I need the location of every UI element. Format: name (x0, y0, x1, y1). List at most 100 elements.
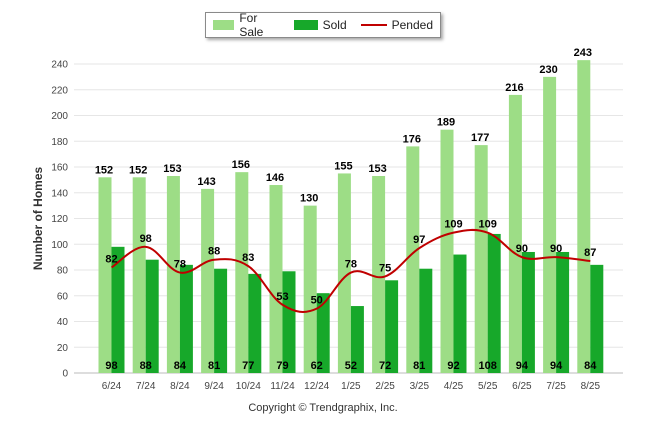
label-for-sale: 146 (266, 172, 284, 184)
x-tick-label: 4/25 (444, 381, 464, 392)
legend-item-pended[interactable]: Pended (360, 18, 433, 32)
pended-line (110, 228, 591, 313)
x-tick-label: 7/25 (546, 381, 566, 392)
label-sold: 72 (379, 360, 391, 372)
label-pended: 50 (311, 295, 323, 307)
legend-label-for-sale: For Sale (239, 11, 264, 39)
label-pended: 88 (208, 246, 220, 258)
bar-sold (111, 246, 125, 373)
bar-sold (487, 233, 501, 373)
bar-sold (453, 254, 467, 373)
label-for-sale: 152 (95, 164, 113, 176)
bar-for-sale (269, 185, 283, 373)
label-for-sale: 176 (403, 133, 421, 145)
label-sold: 94 (550, 360, 563, 372)
x-tick-label: 3/25 (410, 381, 430, 392)
x-tick-label: 9/24 (204, 381, 224, 392)
bar-sold (282, 271, 296, 373)
bar-for-sale (235, 172, 249, 373)
bar-sold (385, 280, 399, 373)
label-sold: 79 (276, 360, 288, 372)
bar-for-sale (98, 177, 112, 373)
label-sold: 81 (208, 360, 220, 372)
label-for-sale: 155 (334, 160, 352, 172)
legend-item-sold[interactable]: Sold (293, 18, 347, 32)
y-tick-label: 120 (51, 214, 68, 225)
x-tick-label: 6/24 (102, 381, 122, 392)
bar-for-sale (508, 94, 522, 374)
label-pended: 109 (479, 219, 497, 231)
y-tick-label: 180 (51, 137, 68, 148)
label-sold: 84 (584, 360, 597, 372)
bar-sold (419, 268, 433, 373)
label-pended: 87 (584, 247, 596, 259)
bar-for-sale (303, 205, 317, 373)
y-tick-label: 40 (57, 317, 69, 328)
label-sold: 88 (140, 360, 152, 372)
bar-for-sale (440, 129, 454, 373)
label-pended: 78 (174, 259, 186, 271)
label-sold: 77 (242, 360, 254, 372)
label-pended: 97 (413, 234, 425, 246)
legend-swatch-sold (293, 20, 318, 30)
bar-for-sale (474, 145, 488, 373)
label-for-sale: 189 (437, 117, 455, 129)
label-for-sale: 230 (539, 64, 557, 76)
bar-for-sale (132, 177, 146, 373)
label-for-sale: 177 (471, 132, 489, 144)
x-tick-label: 8/25 (581, 381, 601, 392)
x-tick-label: 12/24 (304, 381, 329, 392)
label-pended: 82 (105, 253, 117, 265)
y-tick-label: 240 (51, 60, 68, 71)
x-tick-label: 11/24 (270, 381, 295, 392)
label-pended: 90 (516, 243, 528, 255)
y-tick-label: 220 (51, 85, 68, 96)
x-tick-label: 10/24 (236, 381, 261, 392)
label-pended: 98 (140, 233, 152, 245)
bar-for-sale (543, 76, 557, 373)
y-tick-label: 20 (57, 343, 69, 354)
legend-swatch-for-sale (213, 20, 235, 30)
label-sold: 62 (311, 360, 323, 372)
bar-sold (145, 259, 159, 373)
label-for-sale: 156 (232, 159, 250, 171)
bar-sold (248, 273, 262, 373)
y-tick-label: 200 (51, 111, 68, 122)
label-sold: 52 (345, 360, 357, 372)
label-pended: 53 (276, 291, 288, 303)
label-for-sale: 153 (163, 163, 181, 175)
bar-for-sale (372, 176, 386, 373)
bar-sold (316, 293, 330, 373)
x-tick-label: 6/25 (512, 381, 532, 392)
label-sold: 98 (105, 360, 117, 372)
legend-item-for-sale[interactable]: For Sale (213, 11, 280, 39)
label-sold: 84 (174, 360, 187, 372)
y-axis-title: Number of Homes (31, 167, 45, 271)
label-for-sale: 143 (197, 176, 215, 188)
label-pended: 109 (444, 219, 462, 231)
x-tick-label: 7/24 (136, 381, 156, 392)
label-sold: 94 (516, 360, 529, 372)
y-tick-label: 140 (51, 188, 68, 199)
bar-sold (179, 264, 193, 373)
x-tick-label: 2/25 (375, 381, 395, 392)
bar-sold (521, 251, 535, 373)
bar-sold (556, 251, 570, 373)
label-pended: 83 (242, 252, 254, 264)
y-tick-label: 60 (57, 291, 69, 302)
label-pended: 78 (345, 259, 357, 271)
label-for-sale: 153 (368, 163, 386, 175)
x-tick-label: 1/25 (341, 381, 361, 392)
bar-for-sale (337, 173, 351, 373)
bar-for-sale (577, 60, 591, 373)
bar-for-sale (201, 188, 215, 373)
bar-sold (350, 306, 364, 373)
label-for-sale: 216 (505, 82, 523, 94)
x-tick-label: 5/25 (478, 381, 498, 392)
label-sold: 81 (413, 360, 425, 372)
label-for-sale: 243 (574, 47, 592, 59)
x-tick-label: 8/24 (170, 381, 190, 392)
legend-label-pended: Pended (391, 18, 433, 32)
legend: For Sale Sold Pended (205, 11, 441, 39)
